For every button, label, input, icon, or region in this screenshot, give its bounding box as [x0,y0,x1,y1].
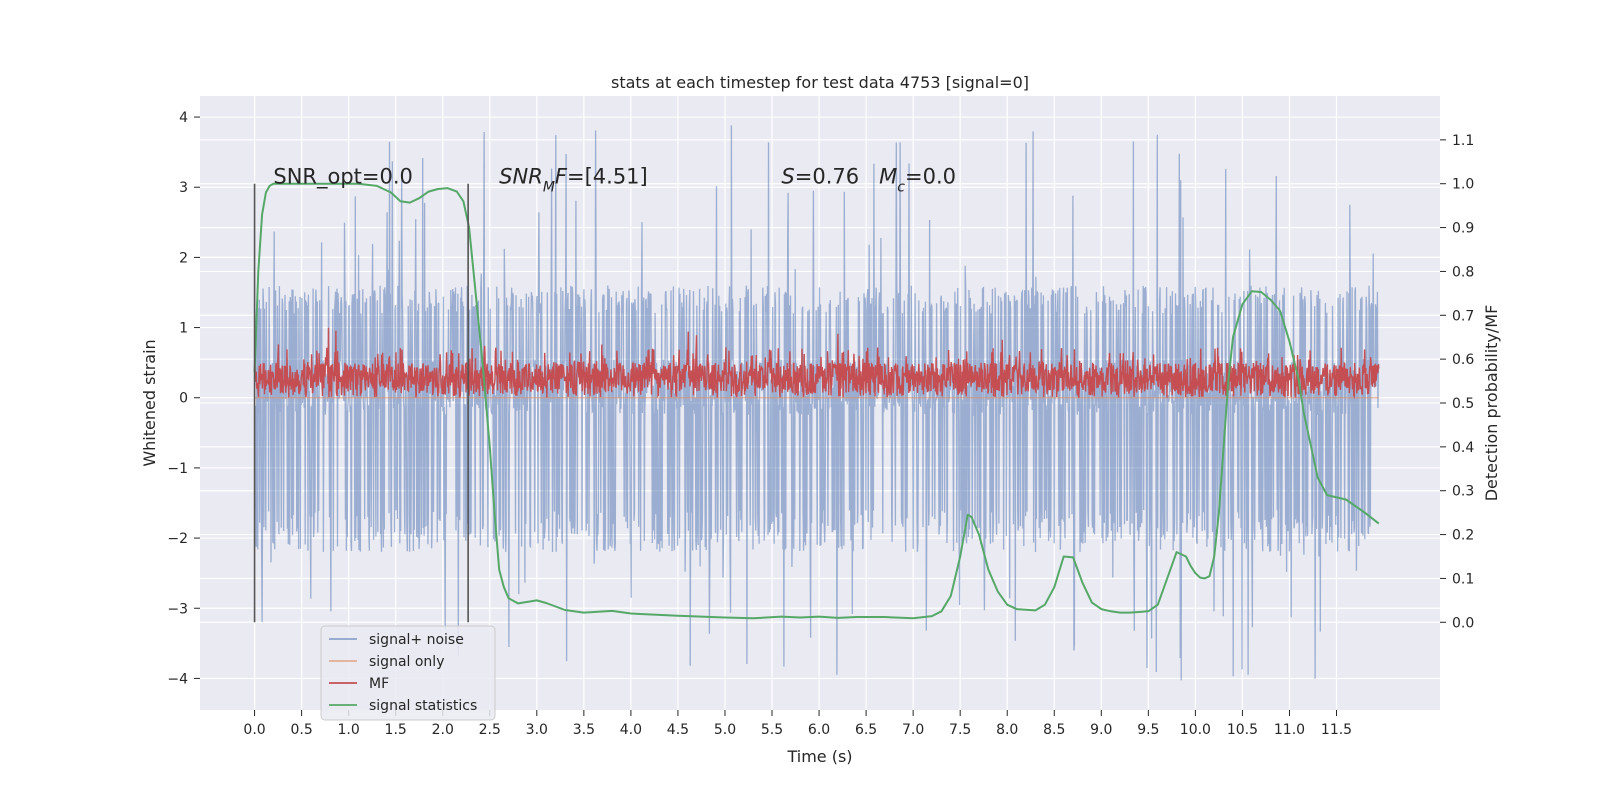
x-tick-label-12: 6.0 [808,722,830,738]
annotations: SNR_opt=0.0 SNRMF=[4.51] S=0.76 Mc=0.0 [273,165,956,196]
vertical-markers [253,183,469,623]
x-tick-label-0: 0.0 [243,722,265,738]
y-right-tick-label-4: 0.4 [1452,440,1474,456]
y-tick-label-6: 2 [179,250,188,266]
y-right-tick-label-7: 0.7 [1452,308,1474,324]
series-signal-noise [253,125,1380,681]
legend-label-signal-noise: signal+ noise [369,632,464,648]
x-tick-label-3: 1.5 [385,722,407,738]
legend-frame [320,625,496,721]
x-tick-label-17: 8.5 [1043,722,1065,738]
x-tick-label-9: 4.5 [667,722,689,738]
y-tick-label-5: 1 [179,321,188,337]
y-tick-label-3: −1 [167,461,188,477]
y-right-tick-label-10: 1.0 [1452,177,1474,193]
legend-label-signal-statistics: signal statistics [369,698,477,714]
y-right-tick-label-8: 0.8 [1452,264,1474,280]
x-tick-label-2: 1.0 [338,722,360,738]
x-tick-label-5: 2.5 [479,722,501,738]
chart-title: stats at each timestep for test data 475… [611,73,1029,92]
x-tick-label-8: 4.0 [620,722,642,738]
x-tick-label-18: 9.0 [1090,722,1112,738]
y-right-tick-label-11: 1.1 [1452,133,1474,149]
annotation-snr-opt: SNR_opt=0.0 [273,165,413,190]
left-axis: −4 −3 −2 −1 0 1 2 3 4 [167,110,200,687]
x-tick-label-13: 6.5 [855,722,877,738]
y-axis-right-label: Detection probability/MF [1482,305,1501,502]
x-tick-label-14: 7.0 [902,722,924,738]
series-mf [253,327,1380,399]
x-tick-label-23: 11.5 [1321,722,1352,738]
x-tick-label-19: 9.5 [1137,722,1159,738]
x-tick-label-22: 11.0 [1274,722,1305,738]
x-axis-label: Time (s) [786,747,852,766]
x-tick-label-11: 5.5 [761,722,783,738]
y-right-tick-label-3: 0.3 [1452,484,1474,500]
x-tick-label-16: 8.0 [996,722,1018,738]
y-axis-label: Whitened strain [140,339,159,466]
y-right-tick-label-1: 0.1 [1452,571,1474,587]
x-tick-label-15: 7.5 [949,722,971,738]
x-axis: 0.0 0.5 1.0 1.5 2.0 2.5 3.0 3.5 4.0 4.5 5.0 5.5 6.0 6… [243,710,1352,738]
y-right-tick-label-5: 0.5 [1452,396,1474,412]
right-axis: 0.0 0.1 0.2 0.3 0.4 0.5 0.6 0.7 0.8 0.9 1.0 1.1 [1440,133,1474,631]
series-signal-statistics [253,182,1380,620]
y-right-tick-label-0: 0.0 [1452,615,1474,631]
legend: signal+ noise signal only MF signal stat… [320,625,496,721]
x-tick-label-10: 5.0 [714,722,736,738]
y-right-tick-label-2: 0.2 [1452,528,1474,544]
x-tick-label-7: 3.5 [573,722,595,738]
y-tick-label-0: −4 [167,671,188,687]
y-tick-label-2: −2 [167,531,188,547]
y-tick-label-1: −3 [167,601,188,617]
series-layer [253,125,1380,681]
legend-label-signal-only: signal only [369,654,444,670]
x-tick-label-6: 3.0 [526,722,548,738]
legend-label-mf: MF [369,676,389,692]
annotation-snr-mf: SNRMF=[4.51] [499,165,648,196]
x-tick-label-21: 10.5 [1227,722,1258,738]
y-right-tick-label-9: 0.9 [1452,221,1474,237]
annotation-stats-s-mc: S=0.76 Mc=0.0 [781,165,956,196]
y-tick-label-4: 0 [179,391,188,407]
y-tick-label-7: 3 [179,180,188,196]
x-tick-label-1: 0.5 [290,722,312,738]
y-tick-label-8: 4 [179,110,188,126]
x-tick-label-20: 10.0 [1180,722,1211,738]
y-right-tick-label-6: 0.6 [1452,352,1474,368]
x-tick-label-4: 2.0 [432,722,454,738]
